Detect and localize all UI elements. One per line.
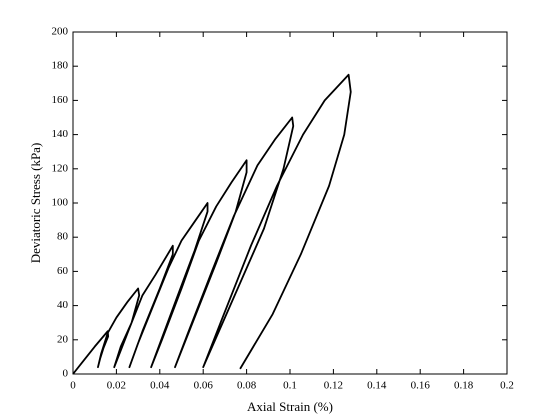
x-tick-label: 0.06 <box>194 380 214 392</box>
y-tick-label: 180 <box>52 60 69 72</box>
y-axis-label: Deviatoric Stress (kPa) <box>28 143 43 264</box>
x-axis-label: Axial Strain (%) <box>247 399 333 414</box>
y-tick-label: 120 <box>52 162 69 174</box>
x-tick-label: 0 <box>70 380 76 392</box>
y-tick-label: 160 <box>52 94 69 106</box>
y-tick-label: 200 <box>52 26 69 38</box>
x-tick-label: 0.02 <box>107 380 126 392</box>
x-tick-label: 0.04 <box>150 380 170 392</box>
y-tick-label: 40 <box>57 299 69 311</box>
x-tick-label: 0.2 <box>500 380 514 392</box>
x-tick-label: 0.08 <box>237 380 257 392</box>
x-tick-label: 0.16 <box>411 380 431 392</box>
data-line <box>72 73 352 375</box>
y-tick-label: 140 <box>52 128 69 140</box>
x-tick-label: 0.14 <box>367 380 387 392</box>
y-tick-label: 80 <box>57 231 69 243</box>
y-tick-label: 0 <box>63 368 69 380</box>
x-tick-label: 0.12 <box>324 380 343 392</box>
y-tick-label: 20 <box>57 333 69 345</box>
x-tick-label: 0.1 <box>283 380 297 392</box>
x-tick-label: 0.18 <box>454 380 474 392</box>
y-tick-label: 60 <box>57 265 69 277</box>
y-tick-label: 100 <box>52 197 69 209</box>
